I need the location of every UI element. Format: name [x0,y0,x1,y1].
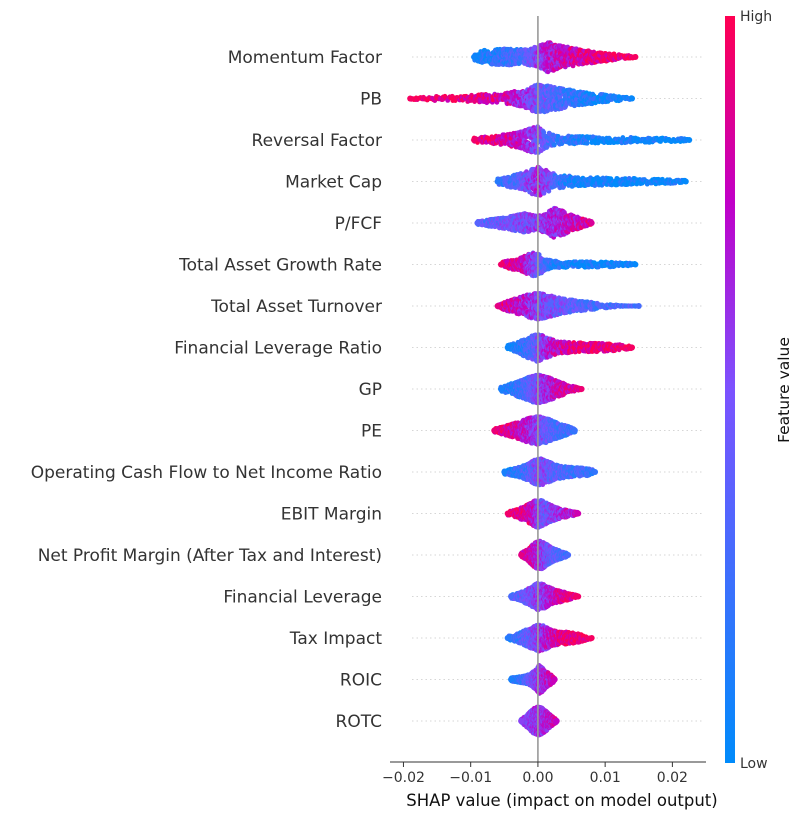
feature-label: Total Asset Growth Rate [178,256,382,276]
feature-label: Total Asset Turnover [210,297,382,317]
data-point [584,140,590,146]
data-point [407,95,414,102]
data-point [474,220,481,226]
beeswarm-points [407,40,693,738]
data-point [598,50,604,56]
feature-beeswarm [504,332,636,364]
feature-beeswarm [474,205,595,240]
feature-label: Net Profit Margin (After Tax and Interes… [38,546,382,566]
feature-beeswarm [407,82,636,115]
feature-label: Market Cap [285,173,382,193]
data-point [632,261,639,268]
data-point [570,63,576,69]
data-point [588,220,595,226]
data-point [494,303,501,309]
feature-label: Financial Leverage [223,588,382,608]
feature-beeswarm [494,164,689,198]
feature-label: EBIT Margin [281,505,382,525]
feature-beeswarm [471,40,639,75]
feature-labels: Momentum Factor PB Reversal Factor Market C… [31,48,383,732]
feature-label: ROIC [340,671,382,691]
feature-label: Financial Leverage Ratio [174,339,382,359]
feature-label: Momentum Factor [228,48,382,68]
feature-label: GP [359,380,382,400]
data-point [471,54,478,60]
feature-label: PB [360,90,382,110]
feature-label: Operating Cash Flow to Net Income Ratio [31,463,382,483]
data-point [632,54,639,60]
data-point [497,261,504,268]
feature-label: P/FCF [335,214,382,234]
feature-label: PE [361,422,382,442]
data-point [471,137,478,143]
data-point [635,303,642,309]
data-point [686,137,693,143]
data-point [682,178,689,185]
feature-label: ROTC [336,712,382,732]
data-point [629,95,636,102]
feature-beeswarm [494,291,642,322]
data-point [494,178,501,185]
feature-beeswarm [497,250,639,279]
feature-label: Reversal Factor [252,131,382,151]
feature-label: Tax Impact [289,629,383,649]
feature-beeswarm [471,124,693,155]
